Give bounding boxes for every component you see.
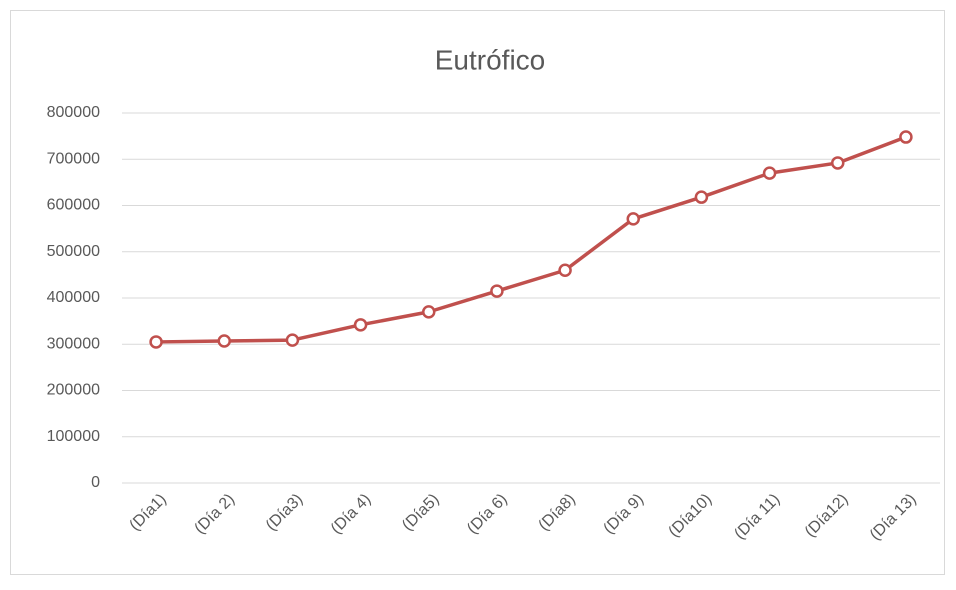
chart-border (10, 10, 945, 575)
y-tick-label: 100000 (47, 428, 100, 445)
marker (490, 284, 504, 298)
marker (831, 156, 845, 170)
marker (558, 263, 572, 277)
y-tick-label: 600000 (47, 197, 100, 214)
y-tick-label: 200000 (47, 382, 100, 399)
y-tick-label: 800000 (47, 104, 100, 121)
marker (353, 318, 368, 332)
y-tick-label: 500000 (47, 243, 100, 260)
marker (694, 190, 709, 204)
y-tick-label: 0 (91, 474, 100, 491)
marker (149, 335, 163, 349)
marker (899, 130, 913, 144)
chart-title: Eutrófico (435, 44, 546, 75)
marker (217, 334, 231, 348)
y-tick-label: 300000 (47, 335, 100, 352)
marker (626, 212, 640, 226)
marker (285, 333, 300, 347)
y-tick-label: 400000 (47, 289, 100, 306)
y-tick-label: 700000 (47, 150, 100, 167)
marker (762, 166, 777, 180)
marker (422, 305, 436, 319)
line (156, 135, 907, 344)
